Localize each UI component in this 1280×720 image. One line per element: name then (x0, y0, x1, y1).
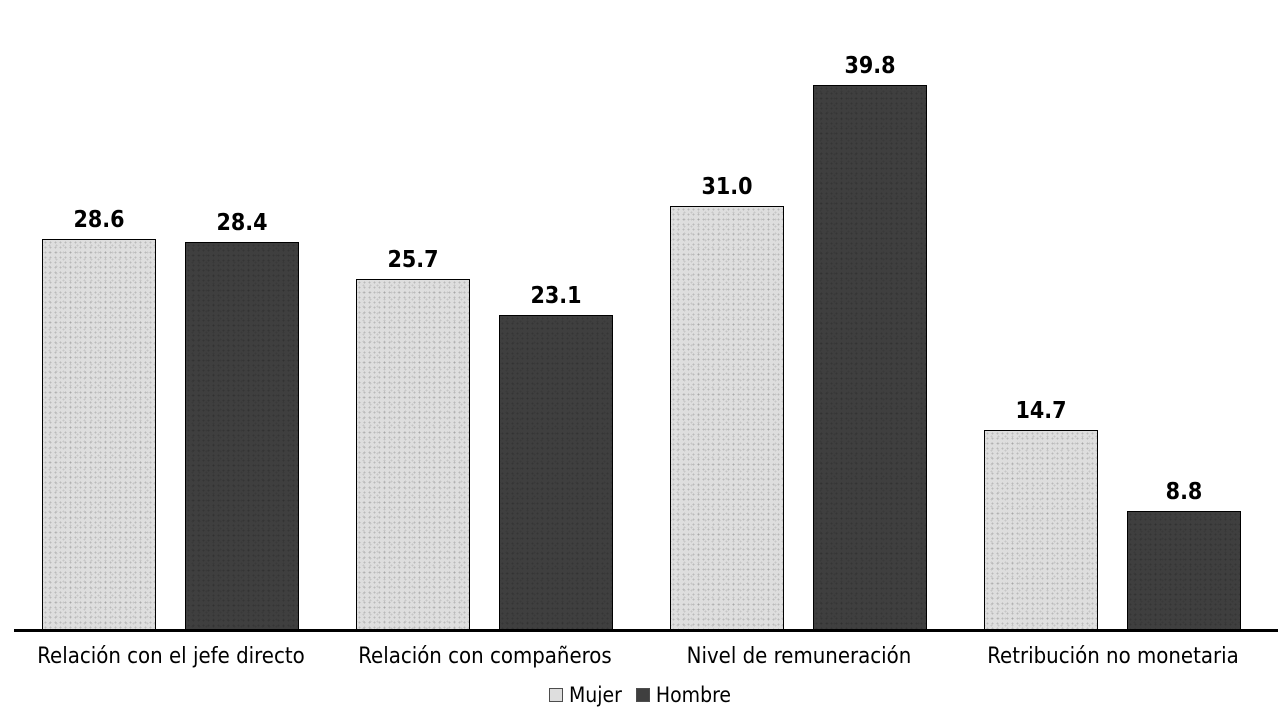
category-label-3: Nivel de remuneración (686, 644, 912, 669)
bar-value-label-mujer-2: 25.7 (387, 247, 439, 273)
bar-value-label-hombre-3: 39.8 (844, 53, 896, 79)
category-label-1: Relación con el jefe directo (37, 644, 305, 669)
bar-mujer-2 (356, 279, 470, 632)
x-axis-line (14, 629, 1278, 632)
legend-label-hombre: Hombre (655, 683, 732, 707)
legend-swatch-hombre (635, 688, 650, 702)
bar-hombre-2 (499, 315, 613, 632)
category-label-2: Relación con compañeros (358, 644, 612, 669)
bar-hombre-4 (1127, 511, 1241, 632)
bar-value-label-mujer-4: 14.7 (1015, 398, 1067, 424)
bar-value-label-hombre-2: 23.1 (530, 283, 582, 309)
bar-hombre-1 (185, 242, 299, 632)
legend-swatch-mujer (548, 688, 563, 702)
legend: Mujer Hombre (0, 683, 1280, 707)
bar-value-label-mujer-3: 31.0 (701, 174, 753, 200)
bar-value-label-hombre-4: 8.8 (1165, 479, 1203, 505)
legend-item-mujer: Mujer (548, 683, 622, 707)
bar-value-label-hombre-1: 28.4 (216, 210, 268, 236)
category-label-4: Retribución no monetaria (987, 644, 1239, 669)
legend-item-hombre: Hombre (635, 683, 732, 707)
bar-value-label-mujer-1: 28.6 (73, 207, 125, 233)
bar-mujer-1 (42, 239, 156, 632)
bar-mujer-4 (984, 430, 1098, 632)
legend-label-mujer: Mujer (568, 683, 622, 707)
bar-hombre-3 (813, 85, 927, 632)
bar-mujer-3 (670, 206, 784, 632)
